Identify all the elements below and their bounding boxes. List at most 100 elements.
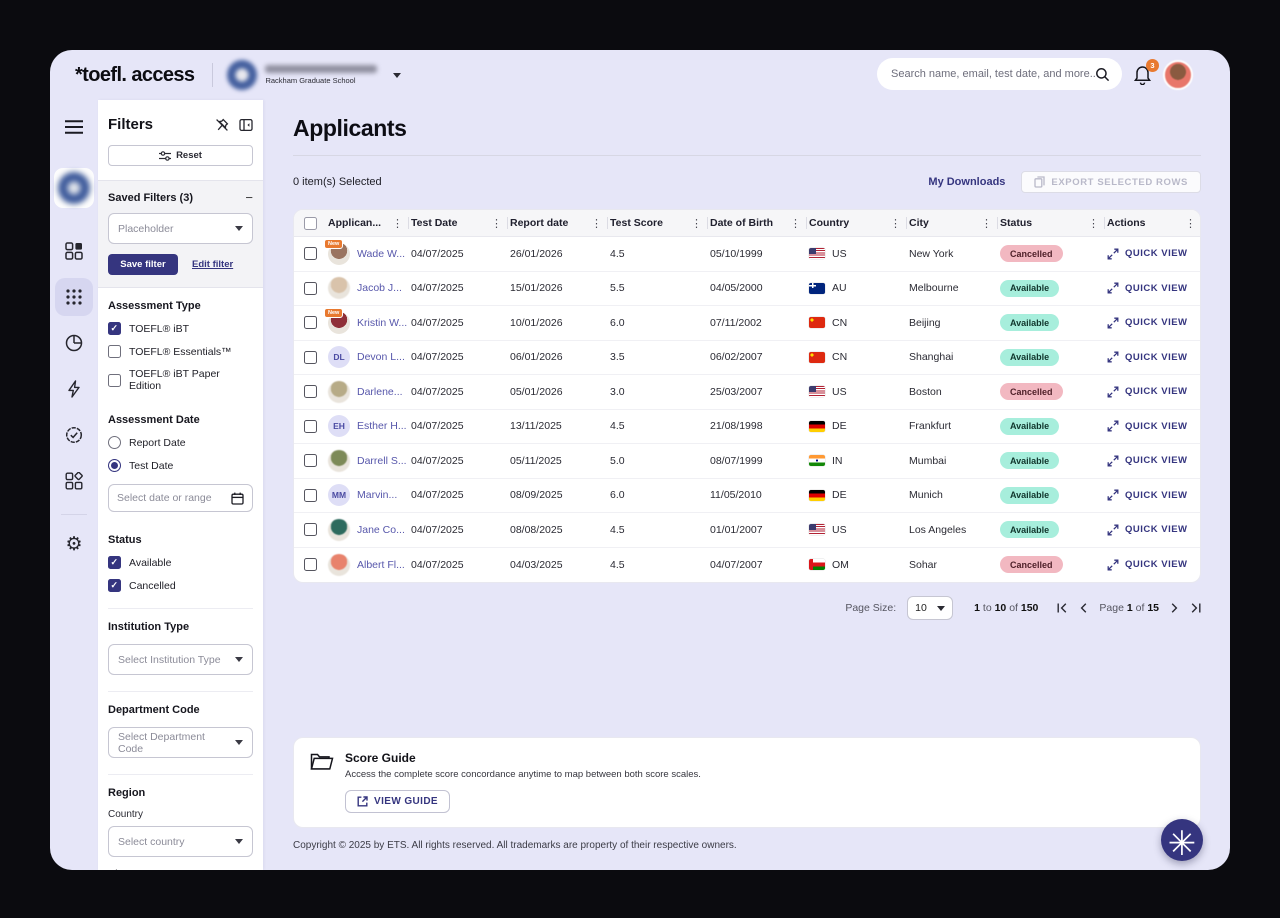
notifications-button[interactable]: 3 bbox=[1133, 59, 1159, 88]
country-code: US bbox=[832, 523, 847, 536]
nav-reports[interactable] bbox=[55, 324, 93, 362]
quick-view-button[interactable]: QUICK VIEW bbox=[1107, 351, 1200, 363]
assessment-type-option[interactable]: TOEFL® Essentials™ bbox=[108, 345, 253, 358]
applicant-name-link[interactable]: Esther H... bbox=[357, 420, 407, 433]
status-option[interactable]: Cancelled bbox=[108, 579, 253, 592]
assistant-fab[interactable]: ✳ bbox=[1161, 819, 1203, 864]
assessment-date-option[interactable]: Report Date bbox=[108, 436, 253, 449]
column-menu-icon[interactable]: ⋮ bbox=[790, 216, 801, 230]
quick-view-button[interactable]: QUICK VIEW bbox=[1107, 317, 1200, 329]
unpin-filters-button[interactable] bbox=[215, 118, 229, 132]
reset-filters-button[interactable]: Reset bbox=[108, 145, 253, 166]
row-checkbox[interactable] bbox=[303, 523, 317, 537]
select-all-checkbox[interactable] bbox=[303, 216, 317, 230]
country-select[interactable]: Select country bbox=[108, 826, 253, 857]
global-search[interactable] bbox=[877, 58, 1122, 90]
search-input[interactable] bbox=[891, 68, 1095, 80]
external-link-icon bbox=[357, 796, 368, 807]
applicant-name-link[interactable]: Darrell S... bbox=[357, 454, 407, 467]
column-menu-icon[interactable]: ⋮ bbox=[591, 216, 602, 230]
view-guide-button[interactable]: VIEW GUIDE bbox=[345, 790, 451, 813]
row-checkbox[interactable] bbox=[303, 488, 317, 502]
column-menu-icon[interactable]: ⋮ bbox=[691, 216, 702, 230]
applicant-name-link[interactable]: Jacob J... bbox=[357, 282, 402, 295]
applicant-name-link[interactable]: Kristin W... bbox=[357, 316, 408, 329]
nav-dashboard[interactable] bbox=[55, 232, 93, 270]
applicant-name-link[interactable]: Darlene... bbox=[357, 385, 403, 398]
row-checkbox[interactable] bbox=[303, 316, 317, 330]
nav-applicants[interactable] bbox=[55, 278, 93, 316]
department-code-select[interactable]: Select Department Code bbox=[108, 727, 253, 758]
column-menu-icon[interactable]: ⋮ bbox=[1185, 216, 1196, 230]
checkbox-icon[interactable] bbox=[108, 345, 121, 358]
score-guide-card: Score Guide Access the complete score co… bbox=[293, 737, 1201, 828]
page-size-select[interactable]: 10 bbox=[907, 596, 954, 620]
applicant-name-link[interactable]: Jane Co... bbox=[357, 523, 405, 536]
quick-view-button[interactable]: QUICK VIEW bbox=[1107, 524, 1200, 536]
expand-icon bbox=[1107, 351, 1119, 363]
quick-view-button[interactable]: QUICK VIEW bbox=[1107, 386, 1200, 398]
export-selected-rows-button[interactable]: EXPORT SELECTED ROWS bbox=[1021, 171, 1201, 193]
last-page-button[interactable] bbox=[1190, 603, 1201, 613]
date-range-input[interactable]: Select date or range bbox=[108, 484, 253, 512]
quick-view-button[interactable]: QUICK VIEW bbox=[1107, 489, 1200, 501]
applicant-name-link[interactable]: Albert Fl... bbox=[357, 558, 405, 571]
row-checkbox[interactable] bbox=[303, 558, 317, 572]
nav-settings[interactable]: ⚙ bbox=[55, 525, 93, 563]
radio-selected-icon[interactable] bbox=[108, 459, 121, 472]
assessment-type-option[interactable]: TOEFL® iBT bbox=[108, 322, 253, 335]
save-filter-button[interactable]: Save filter bbox=[108, 254, 178, 275]
column-menu-icon[interactable]: ⋮ bbox=[890, 216, 901, 230]
country-cell: AU bbox=[807, 282, 907, 294]
nav-quick-actions[interactable] bbox=[55, 370, 93, 408]
row-checkbox[interactable] bbox=[303, 385, 317, 399]
prev-page-button[interactable] bbox=[1080, 603, 1087, 613]
row-checkbox[interactable] bbox=[303, 350, 317, 364]
menu-button[interactable] bbox=[55, 108, 93, 146]
search-icon[interactable] bbox=[1095, 67, 1110, 82]
edit-filter-link[interactable]: Edit filter bbox=[192, 259, 234, 270]
applicant-name-link[interactable]: Marvin... bbox=[357, 489, 398, 502]
column-menu-icon[interactable]: ⋮ bbox=[1088, 216, 1099, 230]
column-menu-icon[interactable]: ⋮ bbox=[392, 216, 403, 230]
quick-view-button[interactable]: QUICK VIEW bbox=[1107, 248, 1200, 260]
checkbox-checked-icon[interactable] bbox=[108, 556, 121, 569]
user-avatar[interactable] bbox=[1163, 60, 1193, 90]
row-checkbox[interactable] bbox=[303, 419, 317, 433]
quick-view-button[interactable]: QUICK VIEW bbox=[1107, 455, 1200, 467]
my-downloads-link[interactable]: My Downloads bbox=[928, 176, 1006, 188]
test-score-cell: 4.5 bbox=[610, 247, 625, 260]
collapse-section-icon[interactable]: − bbox=[245, 190, 253, 205]
checkbox-icon[interactable] bbox=[108, 373, 121, 387]
row-checkbox[interactable] bbox=[303, 454, 317, 468]
column-menu-icon[interactable]: ⋮ bbox=[981, 216, 992, 230]
first-page-button[interactable] bbox=[1057, 603, 1068, 613]
applicant-name-link[interactable]: Wade W... bbox=[357, 247, 406, 260]
quick-view-button[interactable]: QUICK VIEW bbox=[1107, 282, 1200, 294]
quick-view-button[interactable]: QUICK VIEW bbox=[1107, 559, 1200, 571]
row-checkbox[interactable] bbox=[303, 247, 317, 261]
institution-type-select[interactable]: Select Institution Type bbox=[108, 644, 253, 675]
assessment-date-option[interactable]: Test Date bbox=[108, 459, 253, 472]
test-date-cell: 04/07/2025 bbox=[411, 282, 464, 295]
brand-logo: *toefl. access bbox=[75, 63, 195, 86]
nav-verified[interactable] bbox=[55, 416, 93, 454]
nav-components[interactable] bbox=[55, 462, 93, 500]
assessment-type-option[interactable]: TOEFL® iBT Paper Edition bbox=[108, 368, 253, 392]
saved-filter-select[interactable]: Placeholder bbox=[108, 213, 253, 244]
header-divider bbox=[212, 63, 214, 87]
org-selector[interactable]: Rackham Graduate School bbox=[227, 60, 402, 90]
column-header-report-date: Report date ⋮ bbox=[507, 210, 608, 236]
quick-view-button[interactable]: QUICK VIEW bbox=[1107, 420, 1200, 432]
radio-icon[interactable] bbox=[108, 436, 121, 449]
collapse-panel-button[interactable] bbox=[239, 118, 253, 132]
applicant-name-link[interactable]: Devon L... bbox=[357, 351, 405, 364]
row-checkbox[interactable] bbox=[303, 281, 317, 295]
checkbox-checked-icon[interactable] bbox=[108, 579, 121, 592]
column-menu-icon[interactable]: ⋮ bbox=[491, 216, 502, 230]
next-page-button[interactable] bbox=[1171, 603, 1178, 613]
table-row: MM Marvin... 04/07/2025 08/09/2025 6.0 11/05/… bbox=[294, 479, 1200, 513]
dob-cell: 21/08/1998 bbox=[710, 420, 763, 433]
checkbox-checked-icon[interactable] bbox=[108, 322, 121, 335]
status-option[interactable]: Available bbox=[108, 556, 253, 569]
